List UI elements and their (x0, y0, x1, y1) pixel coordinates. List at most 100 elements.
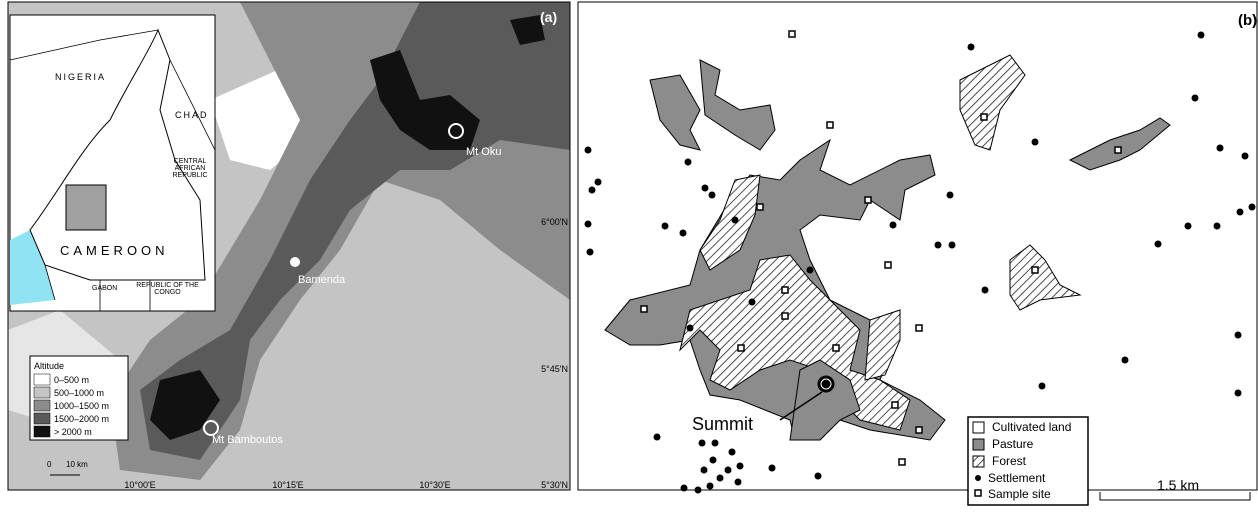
sample-site (826, 121, 834, 129)
settlement (709, 456, 717, 464)
lon-label: 10°30'E (419, 480, 450, 490)
legend-label: Forest (992, 454, 1027, 468)
legend-label: 1000–1500 m (54, 401, 109, 411)
land-use (604, 54, 1171, 441)
settlement (1031, 138, 1039, 146)
lat-label: 6°00'N (541, 217, 568, 227)
sample-site (884, 261, 892, 269)
legend (967, 416, 1089, 506)
settlement (716, 474, 724, 482)
settlement (1234, 389, 1242, 397)
settlement (586, 248, 594, 256)
settlement (934, 241, 942, 249)
settlement (708, 191, 716, 199)
legend-label: 1500–2000 m (54, 414, 109, 424)
settlement (806, 266, 814, 274)
cameroon-outline (29, 28, 206, 281)
place-label: Mt Bamboutos (212, 434, 283, 446)
settlement (661, 222, 669, 230)
settlement (731, 216, 739, 224)
lon-label: 10°00'E (124, 480, 155, 490)
sample-site (640, 305, 648, 313)
settlement (584, 220, 592, 228)
sample-site (1114, 146, 1122, 154)
sample-site (891, 401, 899, 409)
country: CAMEROON (60, 243, 169, 258)
settlement (1241, 152, 1249, 160)
settlement (967, 43, 975, 51)
settlement (736, 462, 744, 470)
settlement (1213, 222, 1221, 230)
settlement (1154, 240, 1162, 248)
country: CHAD (175, 110, 209, 120)
country: GABON (92, 285, 117, 292)
sample-site (832, 344, 840, 352)
settlement (724, 466, 732, 474)
legend-label: Settlement (988, 471, 1046, 485)
settlement (1248, 203, 1256, 211)
settlement (706, 482, 714, 490)
legend-label: > 2000 m (54, 427, 92, 437)
scale-label: 10 km (66, 460, 88, 469)
settlement (1038, 382, 1046, 390)
settlement (698, 439, 706, 447)
country-text: CENTRAL AFRICAN REPUBLIC (172, 158, 208, 179)
sample-site (915, 324, 923, 332)
settlement (728, 448, 736, 456)
sample-site (898, 458, 906, 466)
place-label: Mt Oku (466, 146, 501, 158)
settlement (814, 472, 822, 480)
settlement (768, 464, 776, 472)
settlement (1197, 31, 1205, 39)
scale-label: 1.5 km (1157, 477, 1199, 493)
settlement (684, 158, 692, 166)
place-label: Bamenda (298, 274, 346, 286)
legend-label: 500–1000 m (54, 388, 104, 398)
settlement (700, 466, 708, 474)
settlement (981, 286, 989, 294)
settlement (680, 484, 688, 492)
settlement (734, 478, 742, 486)
sample-site (864, 196, 872, 204)
settlement (1184, 222, 1192, 230)
lat-label: 5°30'N (541, 480, 568, 490)
sample-site (781, 286, 789, 294)
study-area (65, 184, 107, 231)
country-text: REPUBLIC OF THE CONGO (136, 282, 199, 296)
settlement (584, 146, 592, 154)
panel-label: (b) (1238, 12, 1257, 29)
lat-label: 5°45'N (541, 364, 568, 374)
settlement (946, 191, 954, 199)
settlement (889, 221, 897, 229)
sample-site (1031, 266, 1039, 274)
settlement (679, 229, 687, 237)
summit-label: Summit (692, 414, 753, 434)
legend-swatch (33, 412, 51, 425)
settlement (588, 186, 596, 194)
legend-label: Sample site (988, 487, 1051, 501)
country: CENTRAL AFRICAN REPUBLIC (172, 158, 208, 179)
settlement (1234, 331, 1242, 339)
sample-site (980, 113, 988, 121)
panel-label: (a) (540, 9, 557, 25)
settlement (711, 439, 719, 447)
sea (10, 230, 55, 305)
sample-site (781, 312, 789, 320)
legend-title: Altitude (34, 361, 64, 371)
legend-label: Cultivated land (992, 420, 1071, 434)
settlement (1191, 94, 1199, 102)
legend-swatch (33, 386, 51, 399)
settlement (653, 433, 661, 441)
country: NIGERIA (55, 72, 106, 82)
sample-site (788, 30, 796, 38)
settlement (1216, 144, 1224, 152)
panel-frame (7, 1, 571, 491)
scale-label: 0 (47, 460, 52, 469)
settlement (594, 178, 602, 186)
legend-label: Pasture (992, 437, 1034, 451)
settlement (694, 486, 702, 494)
legend-swatch (33, 373, 51, 386)
settlement (701, 184, 709, 192)
country: REPUBLIC OF THE CONGO (136, 282, 199, 296)
